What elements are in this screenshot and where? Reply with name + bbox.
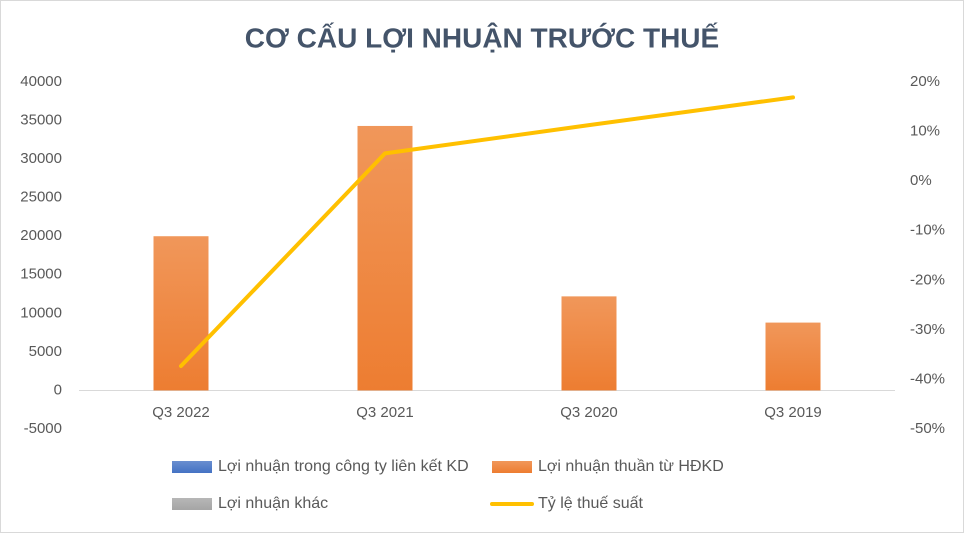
bar bbox=[765, 322, 821, 391]
y-tick-label: 40000 bbox=[20, 73, 62, 90]
y2-tick-label: -10% bbox=[910, 222, 945, 239]
bar bbox=[357, 125, 413, 391]
x-tick-label: Q3 2019 bbox=[764, 404, 822, 421]
y-tick-label: 20000 bbox=[20, 227, 62, 244]
legend-label: Tỷ lệ thuế suất bbox=[538, 495, 644, 512]
y-tick-label: 25000 bbox=[20, 189, 62, 206]
y-tick-label: 30000 bbox=[20, 150, 62, 167]
y-tick-label: 15000 bbox=[20, 266, 62, 283]
y2-tick-label: -20% bbox=[910, 271, 945, 288]
y2-tick-label: 10% bbox=[910, 123, 940, 140]
x-tick-label: Q3 2020 bbox=[560, 404, 618, 421]
y2-tick-label: 20% bbox=[910, 73, 940, 90]
y2-tick-label: -50% bbox=[910, 420, 945, 437]
legend-label: Lợi nhuận thuần từ HĐKD bbox=[538, 458, 724, 475]
y2-tick-label: 0% bbox=[910, 172, 932, 189]
y2-tick-label: -30% bbox=[910, 321, 945, 338]
legend-swatch bbox=[172, 498, 212, 510]
y-tick-label: 5000 bbox=[29, 343, 62, 360]
y2-tick-label: -40% bbox=[910, 370, 945, 387]
legend-swatch bbox=[492, 461, 532, 473]
y-tick-label: 0 bbox=[54, 381, 62, 398]
y-tick-label: -5000 bbox=[24, 420, 62, 437]
chart-title: CƠ CẤU LỢI NHUẬN TRƯỚC THUẾ bbox=[245, 22, 719, 53]
line bbox=[179, 95, 795, 369]
bar bbox=[561, 296, 617, 391]
legend-label: Lợi nhuận trong công ty liên kết KD bbox=[218, 458, 469, 475]
y-tick-label: 10000 bbox=[20, 304, 62, 321]
x-tick-label: Q3 2022 bbox=[152, 404, 210, 421]
x-tick-label: Q3 2021 bbox=[356, 404, 414, 421]
y-tick-label: 35000 bbox=[20, 112, 62, 129]
legend-swatch bbox=[172, 461, 212, 473]
legend-label: Lợi nhuận khác bbox=[218, 495, 328, 512]
